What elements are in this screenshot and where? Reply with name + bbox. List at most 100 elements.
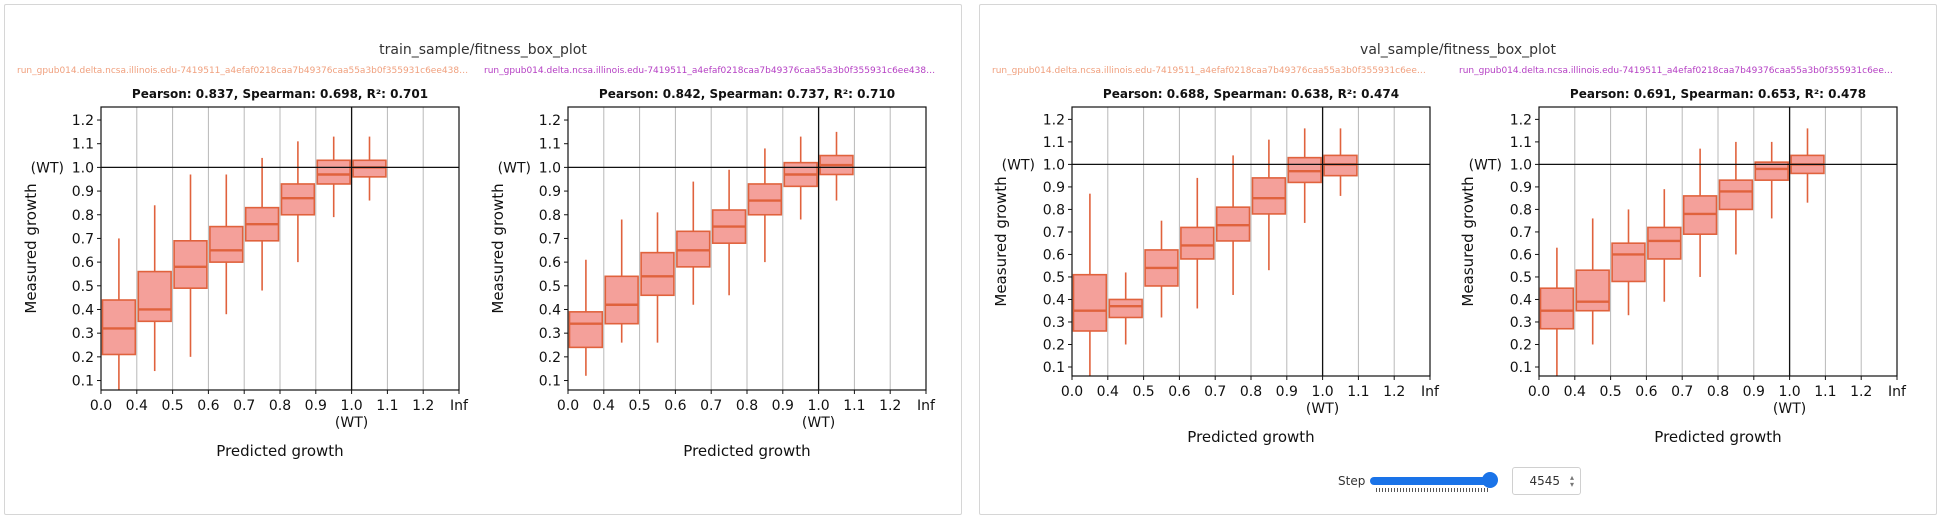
y-tick-label: 0.8 — [1510, 202, 1532, 218]
x-tick-label: 1.2 — [879, 398, 901, 414]
y-tick-label: 0.5 — [1043, 270, 1065, 286]
panel-title: val_sample/fitness_box_plot — [1360, 42, 1556, 58]
step-label: Step — [1338, 474, 1366, 488]
step-input[interactable]: 4545 ▴ ▾ — [1512, 467, 1581, 495]
chart-subtitle: Pearson: 0.688, Spearman: 0.638, R²: 0.4… — [1103, 87, 1399, 101]
x-tick-label: 0.5 — [161, 398, 183, 414]
box-1 — [1539, 287, 1575, 330]
y-tick-label: 1.2 — [72, 113, 94, 129]
y-tick-label: 0.9 — [1510, 180, 1532, 196]
x-tick-label: 0.9 — [772, 398, 794, 414]
box-7 — [316, 159, 351, 185]
x-wt-label: (WT) — [1306, 401, 1339, 417]
x-tick-label: 1.2 — [412, 398, 434, 414]
box-4 — [1647, 226, 1682, 260]
y-tick-label: 0.3 — [539, 326, 561, 342]
box-2 — [1575, 269, 1610, 312]
x-tick-label: 0.0 — [1061, 384, 1083, 400]
y-tick-label: 0.4 — [1043, 292, 1065, 308]
x-tick-label: Inf — [917, 398, 936, 414]
val-fitness-panel: val_sample/fitness_box_plot — [979, 4, 1937, 515]
y-tick-label: 0.8 — [1043, 202, 1065, 218]
y-wt-label: (WT) — [1002, 157, 1035, 173]
y-tick-label: 0.6 — [1043, 247, 1065, 263]
box-2 — [137, 270, 172, 323]
box-1 — [568, 311, 604, 349]
y-tick-label: 0.3 — [72, 326, 94, 342]
x-tick-label: 0.0 — [90, 398, 112, 414]
y-tick-label: 0.7 — [539, 231, 561, 247]
panel-title: train_sample/fitness_box_plot — [379, 42, 587, 58]
x-axis-label: Predicted growth — [1654, 428, 1781, 446]
chart-subtitle: Pearson: 0.842, Spearman: 0.737, R²: 0.7… — [599, 87, 895, 101]
chart-subtitle: Pearson: 0.691, Spearman: 0.653, R²: 0.4… — [1570, 87, 1866, 101]
x-wt-label: (WT) — [802, 415, 835, 431]
y-tick-label: 1.0 — [539, 160, 561, 176]
x-tick-label: 1.0 — [807, 398, 829, 414]
y-tick-label: 0.8 — [72, 208, 94, 224]
y-wt-label: (WT) — [1469, 157, 1502, 173]
box-3 — [1611, 242, 1646, 283]
x-tick-label: 1.1 — [376, 398, 398, 414]
y-tick-label: 0.4 — [72, 302, 94, 318]
box-6 — [1251, 177, 1287, 215]
x-axis-label: Predicted growth — [1187, 428, 1314, 446]
box-2 — [1108, 298, 1143, 319]
x-tick-label: 1.0 — [340, 398, 362, 414]
x-tick-label: 0.9 — [1743, 384, 1765, 400]
x-tick-label: 0.4 — [126, 398, 148, 414]
x-tick-label: 1.1 — [843, 398, 865, 414]
y-tick-label: 1.2 — [1510, 112, 1532, 128]
y-tick-label: 0.8 — [539, 208, 561, 224]
x-tick-label: 0.8 — [269, 398, 291, 414]
y-tick-label: 0.2 — [72, 350, 94, 366]
x-tick-label: 0.6 — [197, 398, 219, 414]
x-tick-label: 0.6 — [664, 398, 686, 414]
x-tick-label: 0.5 — [628, 398, 650, 414]
y-tick-label: 1.2 — [1043, 112, 1065, 128]
x-tick-label: 0.6 — [1168, 384, 1190, 400]
x-tick-label: 0.4 — [1097, 384, 1119, 400]
y-tick-label: 1.2 — [539, 113, 561, 129]
x-axis-label: Predicted growth — [683, 442, 810, 460]
y-tick-label: 0.1 — [72, 374, 94, 390]
box-4 — [209, 225, 244, 263]
y-tick-label: 0.9 — [1043, 180, 1065, 196]
box-7 — [1754, 161, 1789, 181]
x-tick-label: 0.8 — [736, 398, 758, 414]
step-value: 4545 — [1529, 474, 1560, 488]
x-tick-label: 0.6 — [1635, 384, 1657, 400]
y-tick-label: 1.0 — [1043, 157, 1065, 173]
y-axis-label: Measured growth — [1459, 176, 1477, 306]
y-tick-label: 1.1 — [1510, 135, 1532, 151]
y-tick-label: 0.1 — [1043, 360, 1065, 376]
x-tick-label: 0.4 — [1564, 384, 1586, 400]
y-tick-label: 0.6 — [1510, 247, 1532, 263]
y-tick-label: 1.1 — [1043, 135, 1065, 151]
x-tick-label: 0.4 — [593, 398, 615, 414]
box-3 — [173, 240, 208, 289]
step-slider-thumb[interactable] — [1482, 472, 1498, 488]
box-plot-train-run-1: Pearson: 0.837, Spearman: 0.698, R²: 0.7… — [22, 87, 469, 460]
x-tick-label: 1.2 — [1850, 384, 1872, 400]
y-tick-label: 0.2 — [539, 350, 561, 366]
y-tick-label: 0.1 — [539, 374, 561, 390]
box-4 — [1180, 226, 1215, 260]
y-tick-label: 0.6 — [539, 255, 561, 271]
x-tick-label: 1.1 — [1347, 384, 1369, 400]
box-2 — [604, 275, 639, 325]
y-axis-label: Measured growth — [22, 183, 40, 313]
x-tick-label: 0.8 — [1240, 384, 1262, 400]
x-tick-label: Inf — [1421, 384, 1440, 400]
train-fitness-panel: train_sample/fitness_box_plot — [4, 4, 962, 515]
x-tick-label: 0.7 — [1204, 384, 1226, 400]
spinner-icon[interactable]: ▴ ▾ — [1569, 473, 1574, 489]
y-tick-label: 0.7 — [72, 231, 94, 247]
step-slider[interactable] — [1370, 477, 1488, 485]
y-wt-label: (WT) — [498, 160, 531, 176]
box-1 — [1072, 273, 1108, 332]
y-tick-label: 0.9 — [72, 184, 94, 200]
box-3 — [640, 251, 675, 297]
y-tick-label: 0.5 — [1510, 270, 1532, 286]
x-tick-label: 0.7 — [1671, 384, 1693, 400]
